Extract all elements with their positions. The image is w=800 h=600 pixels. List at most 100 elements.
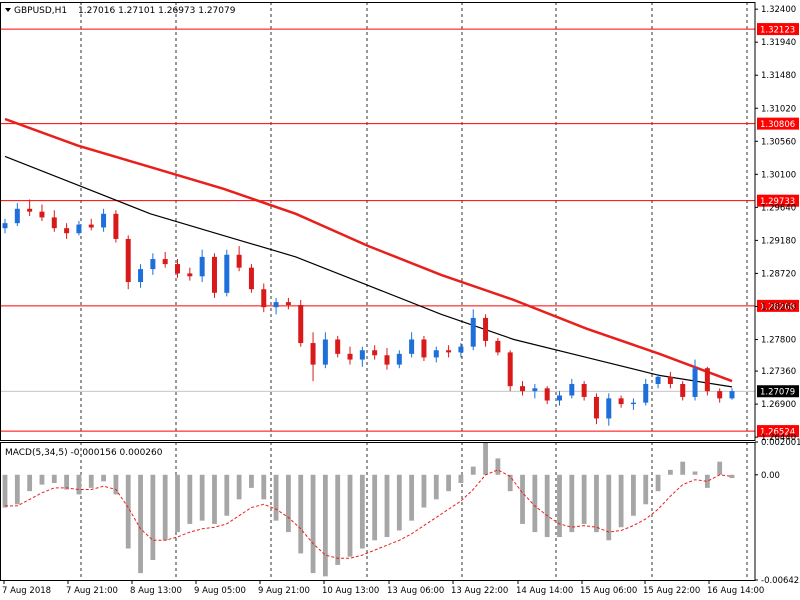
candle-body — [421, 339, 427, 358]
candle[interactable] — [630, 398, 636, 410]
candle[interactable] — [175, 259, 181, 278]
candle[interactable] — [470, 309, 476, 351]
candle[interactable] — [667, 371, 673, 389]
candles[interactable] — [2, 199, 735, 426]
macd-bar — [150, 474, 156, 560]
candle-body — [285, 302, 291, 306]
candle[interactable] — [76, 221, 82, 236]
candle[interactable] — [162, 251, 168, 268]
candle[interactable] — [680, 381, 686, 401]
macd-bar — [298, 474, 304, 554]
candle[interactable] — [113, 210, 119, 243]
candle[interactable] — [39, 204, 45, 221]
candle[interactable] — [520, 381, 526, 396]
candle[interactable] — [236, 246, 242, 272]
macd-bar — [421, 474, 427, 508]
candle[interactable] — [150, 253, 156, 275]
macd-bar — [594, 474, 599, 533]
candle[interactable] — [51, 210, 57, 232]
candle-body — [483, 317, 489, 341]
candle[interactable] — [433, 346, 439, 363]
candle[interactable] — [532, 383, 538, 399]
candle[interactable] — [692, 359, 698, 401]
candle[interactable] — [2, 218, 8, 234]
candle[interactable] — [64, 223, 70, 239]
candle[interactable] — [187, 267, 193, 281]
macd-bar — [704, 474, 710, 488]
candle[interactable] — [88, 218, 94, 231]
candle[interactable] — [125, 235, 131, 290]
candle[interactable] — [359, 346, 365, 367]
candle[interactable] — [483, 314, 489, 347]
macd-bar — [359, 474, 365, 549]
candle-body — [76, 224, 82, 234]
horizontal-levels[interactable] — [0, 28, 755, 432]
candle[interactable] — [396, 350, 402, 369]
macd-bar — [51, 474, 57, 483]
candle[interactable] — [581, 381, 587, 401]
price-tick-label: 1.31020 — [761, 104, 796, 114]
candle[interactable] — [335, 335, 341, 358]
candle[interactable] — [224, 249, 230, 297]
candle[interactable] — [717, 388, 723, 403]
macd-bar — [113, 474, 119, 495]
candle[interactable] — [593, 393, 599, 425]
candle[interactable] — [409, 332, 415, 358]
price-tick-label: 1.28720 — [761, 269, 796, 279]
candle[interactable] — [729, 388, 735, 400]
candle[interactable] — [606, 393, 612, 426]
candle[interactable] — [138, 264, 144, 288]
price-tick-label: 1.29640 — [761, 203, 796, 213]
candle[interactable] — [310, 332, 316, 382]
candle[interactable] — [507, 350, 513, 392]
candle[interactable] — [421, 335, 427, 362]
candle[interactable] — [569, 378, 575, 399]
candle[interactable] — [704, 366, 710, 396]
candle[interactable] — [298, 299, 304, 347]
candle[interactable] — [248, 264, 254, 293]
macd-bar — [520, 474, 525, 524]
macd-bar — [581, 474, 587, 524]
candle[interactable] — [446, 345, 452, 358]
candle[interactable] — [273, 297, 279, 315]
level-price-label: 1.28268 — [760, 302, 795, 312]
candle[interactable] — [211, 253, 217, 298]
candle[interactable] — [27, 199, 33, 216]
triangle-down-icon[interactable] — [5, 8, 11, 12]
macd-bar — [692, 471, 698, 475]
candle[interactable] — [458, 343, 464, 358]
time-tick-label: 14 Aug 14:00 — [516, 586, 573, 596]
macd-bar — [224, 474, 230, 516]
candle[interactable] — [655, 373, 661, 389]
candle[interactable] — [322, 332, 328, 369]
candle[interactable] — [643, 378, 649, 406]
candle[interactable] — [618, 395, 624, 408]
macd-tick-label: -0.006423 — [761, 576, 800, 586]
macd-bar — [162, 474, 168, 541]
candle[interactable] — [14, 203, 20, 227]
candle[interactable] — [261, 283, 267, 313]
candle-body — [88, 224, 94, 228]
macd-bar — [249, 474, 254, 488]
candle[interactable] — [101, 208, 107, 232]
candle[interactable] — [347, 346, 353, 365]
candle[interactable] — [495, 338, 501, 356]
candle[interactable] — [384, 348, 390, 370]
candle[interactable] — [372, 345, 378, 360]
price-tick-label: 1.27360 — [761, 367, 796, 377]
candle[interactable] — [285, 297, 291, 310]
time-tick-label: 7 Aug 21:00 — [66, 586, 118, 596]
macd-bar — [138, 474, 143, 574]
macd-bar — [446, 474, 451, 492]
level-price-tag — [757, 194, 799, 207]
candle-body — [458, 346, 464, 353]
candle[interactable] — [556, 391, 562, 406]
macd-bar — [372, 474, 378, 541]
level-price-tag — [757, 425, 799, 438]
candle[interactable] — [199, 249, 205, 283]
candle-body — [211, 256, 217, 293]
price-tick-label: 1.30560 — [761, 137, 796, 147]
time-tick-label: 16 Aug 14:00 — [707, 586, 764, 596]
candle[interactable] — [544, 386, 550, 405]
